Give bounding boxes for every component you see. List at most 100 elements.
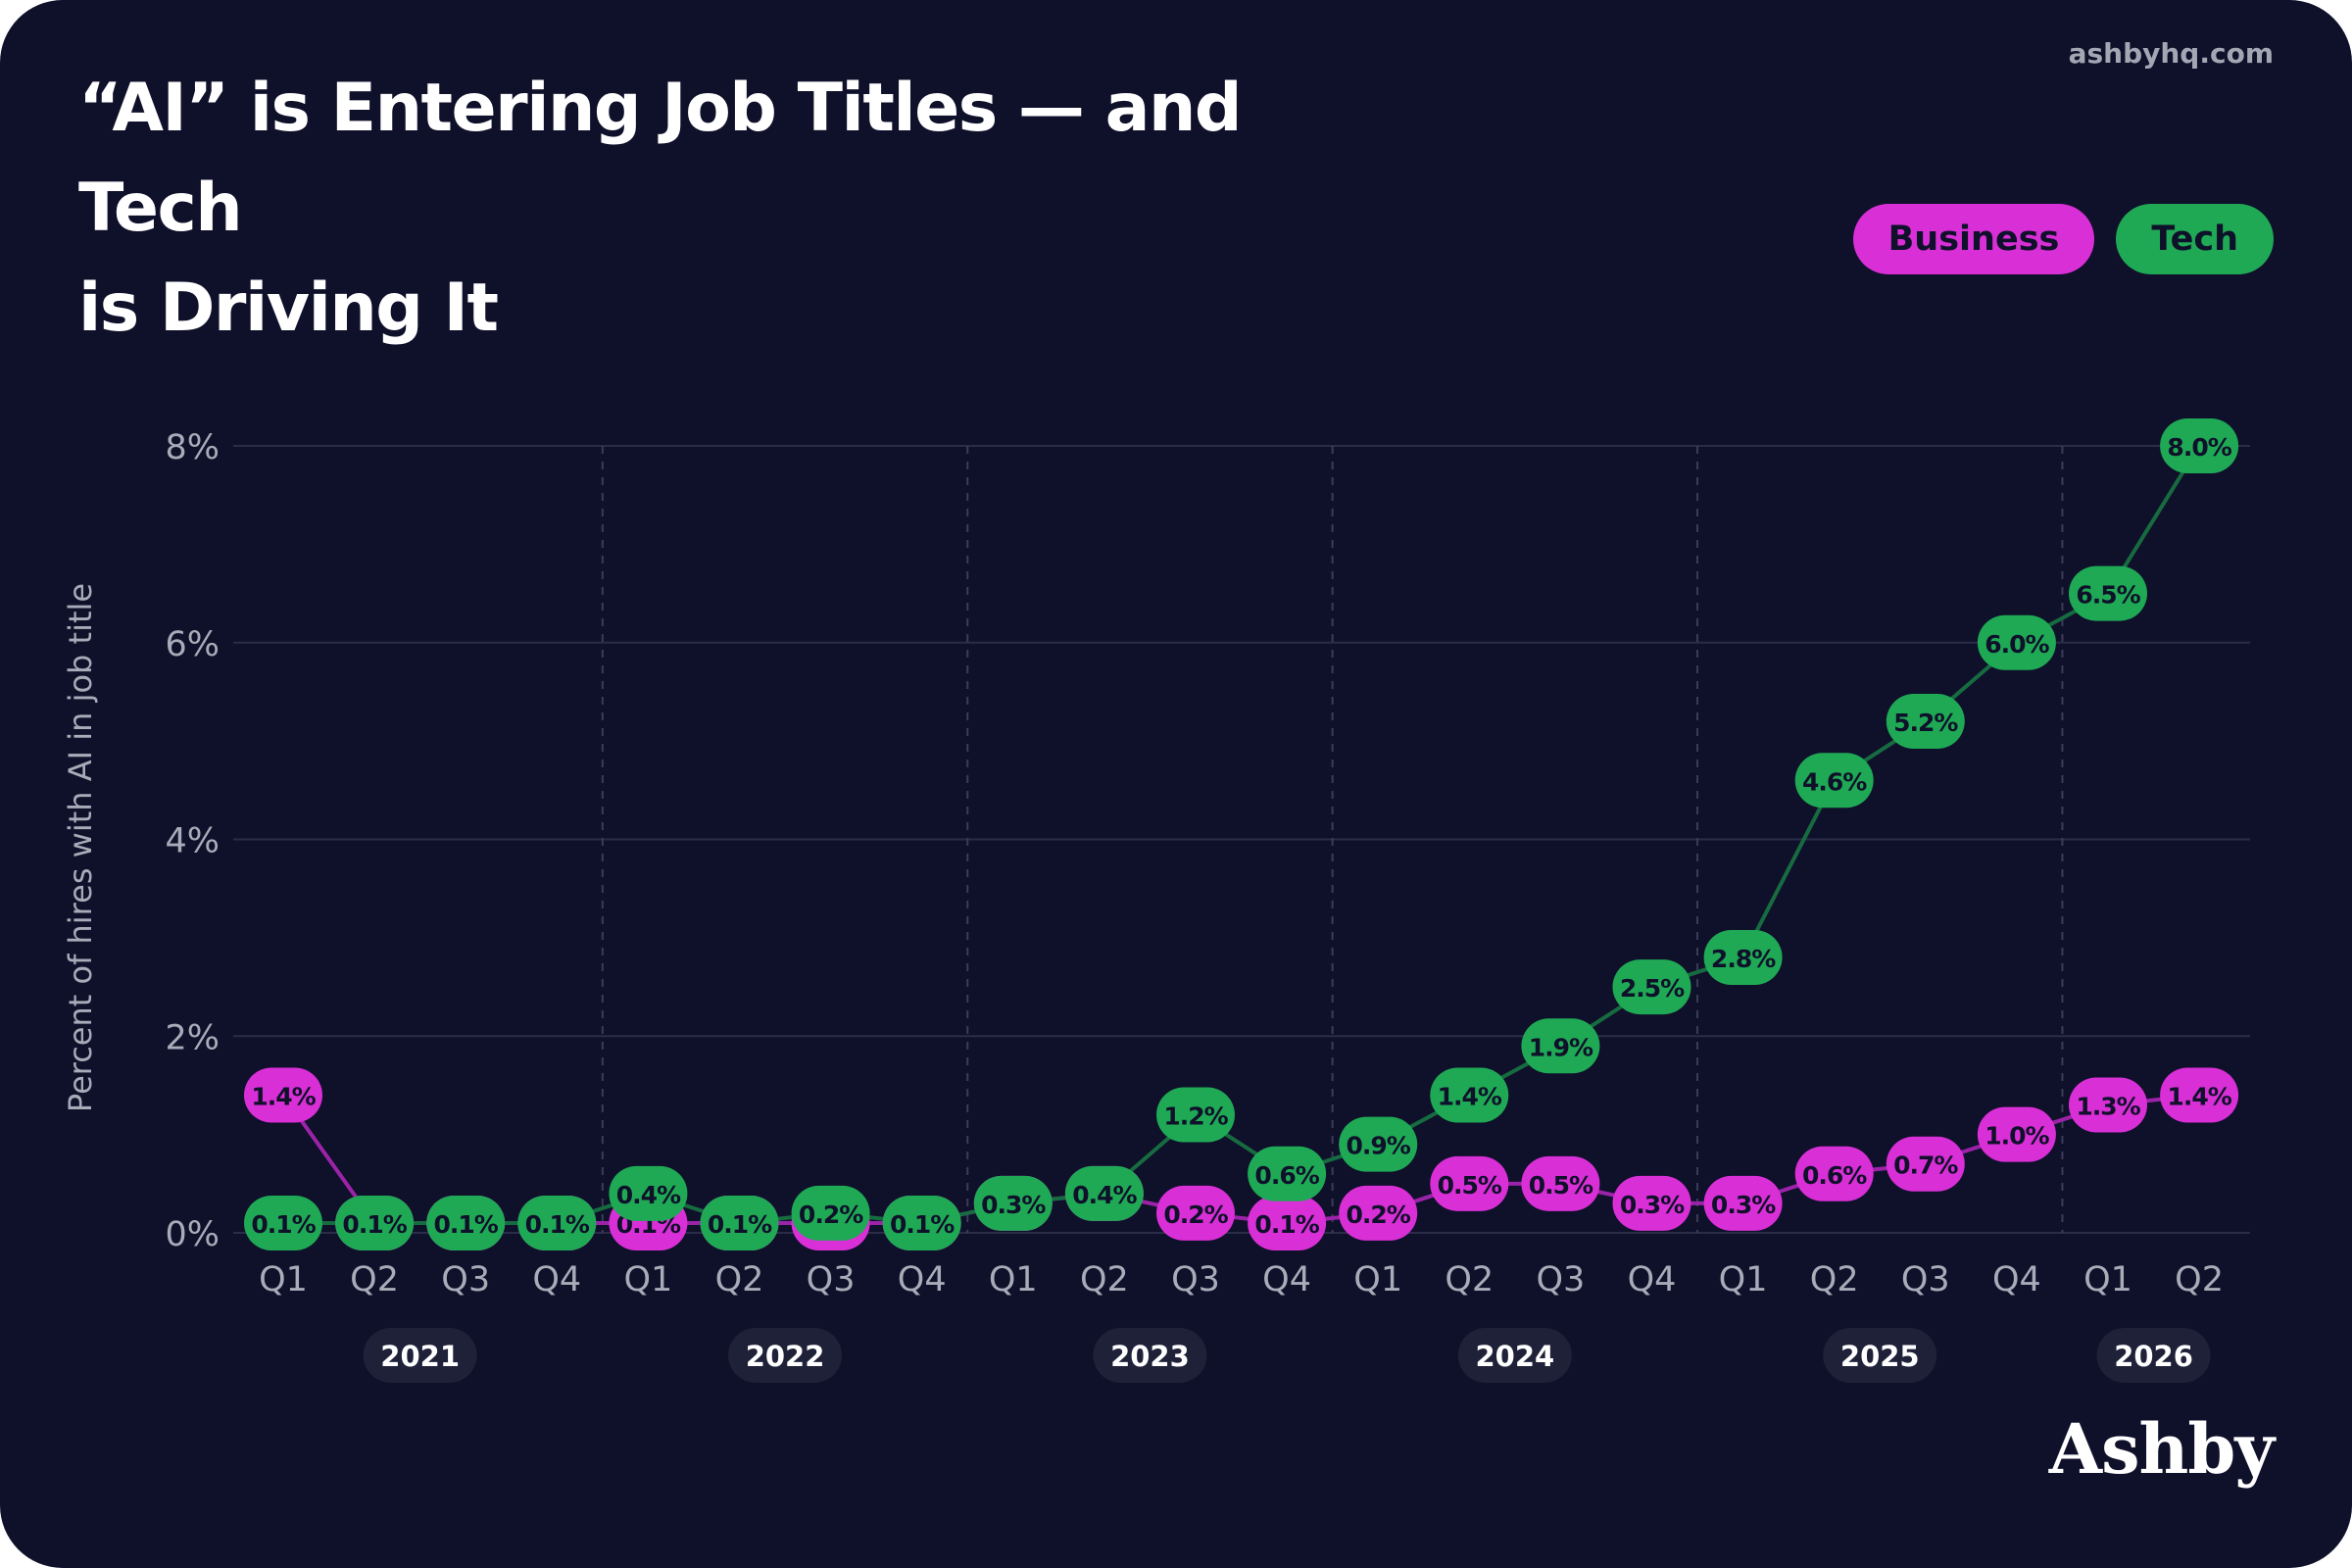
data-point-tech [1339, 1116, 1418, 1172]
data-point-tech [1794, 753, 1874, 808]
data-label-business: 0.7% [1893, 1152, 1958, 1180]
data-point-tech [700, 1195, 779, 1250]
data-point-tech [609, 1165, 688, 1221]
data-point-business [2069, 1077, 2147, 1133]
data-point-tech [882, 1195, 961, 1250]
year-pill [363, 1328, 477, 1383]
x-tick-label: Q2 [1080, 1260, 1129, 1299]
legend-business: Business [1852, 204, 2095, 274]
data-label-tech: 0.2% [799, 1200, 863, 1229]
x-tick-label: Q3 [1901, 1260, 1950, 1299]
title-line-2: is Driving It [78, 270, 499, 347]
data-label-tech: 0.1% [251, 1210, 316, 1239]
x-tick-label: Q2 [2175, 1260, 2224, 1299]
data-point-tech [2160, 418, 2239, 473]
data-point-tech [1156, 1087, 1235, 1143]
data-point-business [1521, 1155, 1600, 1211]
data-point-business [1886, 1136, 1965, 1192]
x-tick-label: Q2 [1810, 1260, 1859, 1299]
title-line-1: “AI” is Entering Job Titles — and Tech [78, 70, 1243, 247]
x-tick-label: Q4 [532, 1260, 581, 1299]
data-label-tech: 0.1% [434, 1210, 499, 1239]
data-label-tech: 2.8% [1711, 945, 1776, 973]
y-tick-label: 6% [165, 625, 220, 664]
x-tick-label: Q4 [1262, 1260, 1311, 1299]
data-label-tech: 0.1% [342, 1210, 407, 1239]
y-tick-label: 4% [165, 822, 220, 861]
data-point-tech [244, 1195, 322, 1250]
data-label-tech: 0.9% [1347, 1132, 1411, 1160]
data-label-business: 0.1% [1254, 1210, 1319, 1239]
data-point-business [1794, 1146, 1874, 1201]
data-label-tech: 5.2% [1893, 709, 1958, 737]
data-point-tech [1977, 614, 2056, 670]
x-tick-label: Q2 [350, 1260, 399, 1299]
x-tick-label: Q2 [1445, 1260, 1494, 1299]
brand-logo: Ashby [2048, 1408, 2275, 1490]
legend-tech: Tech [2116, 204, 2274, 274]
x-tick-label: Q3 [807, 1260, 856, 1299]
year-pill [1093, 1328, 1207, 1383]
series-line-tech [283, 444, 2201, 1225]
x-tick-label: Q4 [1628, 1260, 1677, 1299]
data-point-business [1703, 1175, 1783, 1231]
x-tick-label: Q3 [1536, 1260, 1585, 1299]
data-label-tech: 0.4% [1072, 1181, 1137, 1209]
site-url: ashbyhq.com [2068, 37, 2274, 70]
data-label-business: 1.0% [1984, 1122, 2049, 1151]
data-point-tech [1612, 959, 1691, 1015]
x-tick-label: Q1 [2083, 1260, 2132, 1299]
data-label-business: 1.4% [2167, 1082, 2231, 1110]
data-point-business [1339, 1185, 1418, 1241]
y-tick-label: 0% [165, 1215, 220, 1254]
year-pill [1457, 1328, 1572, 1383]
year-label: 2021 [380, 1340, 460, 1373]
year-label: 2024 [1475, 1340, 1554, 1373]
data-label-tech: 0.1% [708, 1210, 772, 1239]
data-point-business [2160, 1067, 2239, 1123]
data-point-tech [335, 1195, 415, 1250]
data-label-business: 1.3% [2076, 1093, 2140, 1121]
data-point-business [1156, 1185, 1235, 1241]
x-tick-label: Q1 [259, 1260, 308, 1299]
data-label-tech: 2.5% [1620, 974, 1685, 1003]
data-label-tech: 0.6% [1254, 1161, 1319, 1190]
year-label: 2023 [1110, 1340, 1190, 1373]
data-point-tech [2069, 565, 2147, 621]
data-label-business: 0.5% [1529, 1171, 1593, 1200]
data-point-tech [791, 1185, 870, 1241]
year-pill [1823, 1328, 1937, 1383]
data-label-business: 0.3% [1620, 1191, 1685, 1219]
data-label-business: 0.3% [1711, 1191, 1776, 1219]
data-point-business [244, 1067, 322, 1123]
year-label: 2022 [746, 1340, 825, 1373]
data-label-tech: 0.1% [525, 1210, 590, 1239]
data-label-business: 0.6% [1802, 1161, 1867, 1190]
legend: Business Tech [1852, 204, 2274, 274]
data-label-business: 1.4% [251, 1082, 316, 1110]
data-point-tech [1886, 694, 1965, 750]
year-label: 2026 [2114, 1340, 2193, 1373]
x-tick-label: Q2 [715, 1260, 764, 1299]
chart-title: “AI” is Entering Job Titles — and Tech i… [78, 59, 1411, 359]
data-point-tech [1248, 1146, 1327, 1201]
x-tick-label: Q3 [441, 1260, 490, 1299]
year-pill [2096, 1328, 2211, 1383]
data-point-business [1977, 1106, 2056, 1162]
data-label-tech: 0.1% [890, 1210, 955, 1239]
data-point-business [1430, 1155, 1509, 1211]
data-label-business: 0.2% [1163, 1200, 1228, 1229]
data-label-tech: 6.5% [2076, 581, 2140, 610]
data-point-business [1612, 1175, 1691, 1231]
year-label: 2025 [1840, 1340, 1920, 1373]
x-tick-label: Q3 [1171, 1260, 1220, 1299]
data-label-business: 0.5% [1438, 1171, 1502, 1200]
series-line-business [281, 1093, 2200, 1225]
y-tick-label: 8% [165, 428, 220, 467]
data-label-tech: 8.0% [2167, 433, 2231, 462]
data-point-business [1248, 1195, 1327, 1250]
data-label-business: 0.2% [1347, 1200, 1411, 1229]
data-label-tech: 0.4% [616, 1181, 681, 1209]
